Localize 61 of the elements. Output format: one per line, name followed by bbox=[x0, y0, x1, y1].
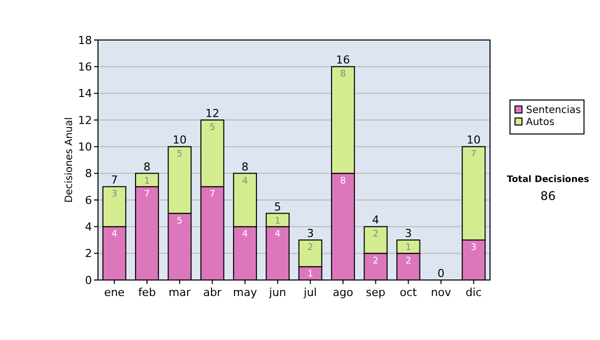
y-tick-label: 18 bbox=[78, 34, 92, 47]
y-tick-label: 12 bbox=[78, 114, 92, 127]
y-tick-label: 2 bbox=[85, 247, 92, 260]
data-label: 1 bbox=[274, 216, 281, 226]
legend-label: Sentencias bbox=[526, 105, 581, 116]
data-label: 8 bbox=[340, 70, 346, 80]
total-label: 3 bbox=[306, 227, 314, 240]
y-axis-title: Decisiones Anual bbox=[64, 117, 75, 203]
total-label: 0 bbox=[438, 267, 444, 280]
data-label: 4 bbox=[242, 176, 248, 186]
data-label: 1 bbox=[405, 243, 412, 253]
data-label: 5 bbox=[176, 150, 183, 160]
text: Total Decisiones bbox=[506, 175, 590, 185]
x-tick-label: nov bbox=[430, 286, 452, 299]
legend-label: Autos bbox=[526, 117, 554, 128]
data-label: 7 bbox=[209, 190, 216, 200]
y-tick-label: 10 bbox=[78, 140, 92, 154]
data-label: 3 bbox=[470, 243, 477, 253]
total-label: 8 bbox=[144, 160, 150, 174]
data-label: 8 bbox=[340, 176, 346, 186]
x-tick-label: oct bbox=[400, 286, 418, 299]
x-tick-label: dic bbox=[466, 286, 482, 299]
data-label: 1 bbox=[307, 270, 314, 280]
data-label: 3 bbox=[111, 190, 118, 200]
x-tick-label: ene bbox=[104, 286, 125, 299]
x-tick-label: abr bbox=[203, 286, 222, 299]
data-label: 5 bbox=[209, 123, 216, 133]
x-tick-label: may bbox=[233, 286, 258, 299]
data-label: 2 bbox=[405, 256, 412, 266]
y-tick-label: 16 bbox=[78, 60, 92, 74]
data-label: 7 bbox=[470, 150, 477, 160]
total-label: 10 bbox=[172, 134, 187, 147]
x-tick-label: feb bbox=[138, 286, 156, 299]
total-label: 10 bbox=[466, 134, 481, 147]
x-tick-label: jul bbox=[302, 286, 317, 299]
data-label: 4 bbox=[274, 230, 281, 240]
y-tick-label: 8 bbox=[85, 167, 92, 180]
total-label: 3 bbox=[404, 227, 412, 240]
y-tick-label: 0 bbox=[85, 274, 92, 287]
data-label: 4 bbox=[111, 230, 118, 240]
y-tick-label: 4 bbox=[85, 220, 92, 234]
y-tick-label: 6 bbox=[85, 194, 92, 207]
data-label: 2 bbox=[307, 243, 314, 253]
y-tick-label: 14 bbox=[78, 87, 92, 100]
data-label: 7 bbox=[144, 190, 150, 200]
data-label: 5 bbox=[176, 216, 183, 226]
data-label: 1 bbox=[144, 176, 150, 186]
total-label: 4 bbox=[372, 214, 380, 227]
x-tick-label: jun bbox=[268, 286, 286, 299]
x-tick-label: mar bbox=[168, 286, 192, 299]
total-label: 7 bbox=[110, 174, 118, 187]
total-label: 5 bbox=[274, 200, 282, 214]
data-label: 2 bbox=[372, 256, 379, 266]
data-label: 4 bbox=[242, 230, 248, 240]
total-label: 16 bbox=[336, 54, 350, 67]
text: 86 bbox=[540, 189, 556, 203]
total-label: 8 bbox=[242, 160, 248, 174]
x-tick-label: sep bbox=[366, 286, 386, 299]
x-tick-label: ago bbox=[332, 286, 354, 299]
total-label: 12 bbox=[205, 107, 220, 120]
data-label: 2 bbox=[372, 230, 379, 240]
